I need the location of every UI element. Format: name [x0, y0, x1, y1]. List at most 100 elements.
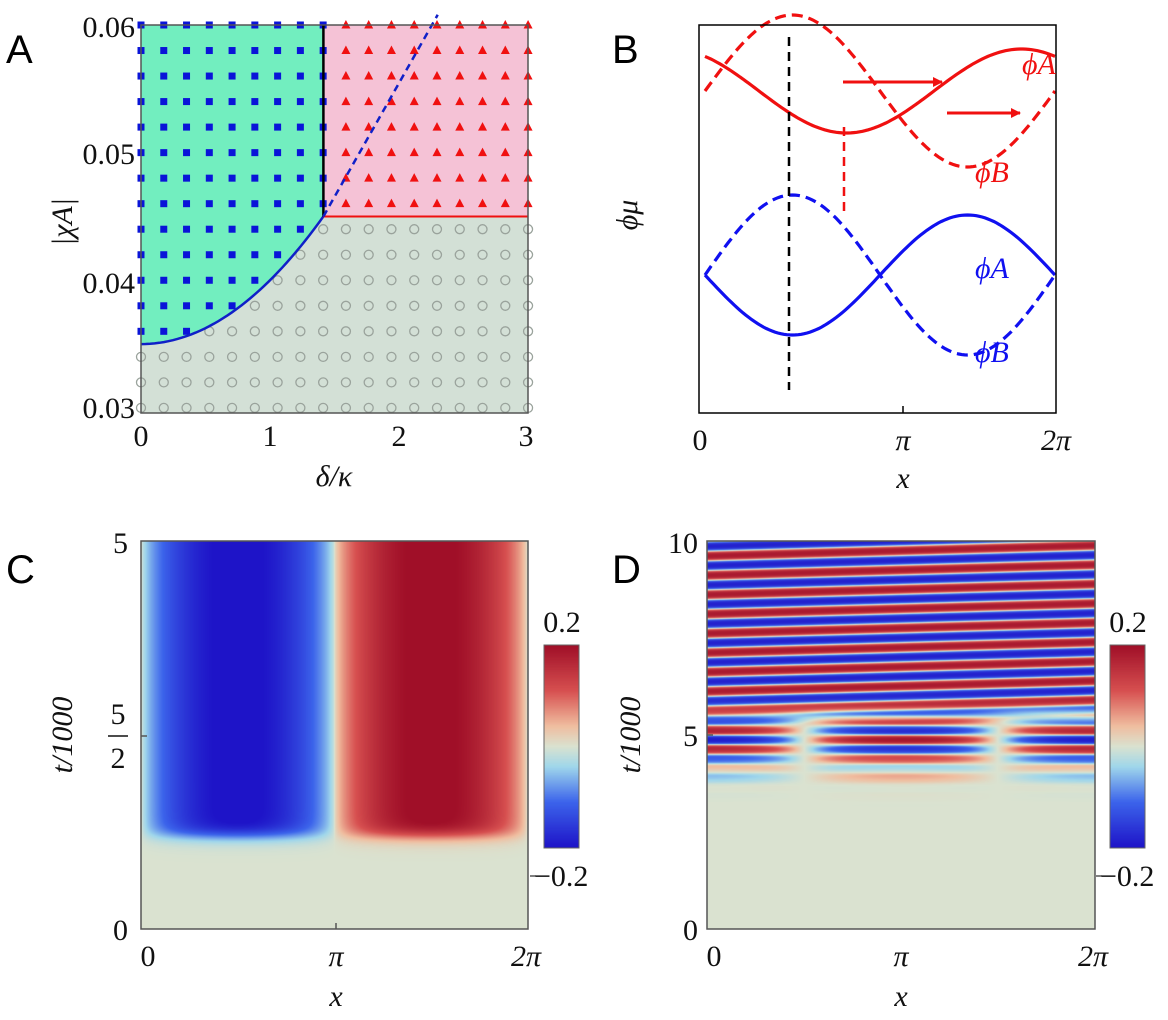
colorbar-d: [1110, 645, 1145, 848]
circle-marker: [249, 300, 260, 311]
circle-marker: [226, 351, 238, 362]
circle-marker: [272, 377, 283, 388]
circle-marker: [409, 326, 420, 337]
square-marker: [251, 98, 259, 106]
square-marker: [296, 200, 304, 208]
xtick-b-2pi: 2π: [1041, 424, 1072, 457]
phase-regions: [141, 25, 528, 413]
triangle-marker: [386, 198, 396, 208]
square-marker: [205, 149, 213, 157]
circle-marker: [295, 377, 306, 388]
series-label-blue-phi-a: ϕA: [975, 252, 1010, 285]
triangle-marker: [364, 96, 374, 106]
square-marker: [296, 72, 304, 80]
circle-marker: [340, 300, 352, 311]
panel-label-c: C: [6, 548, 35, 592]
circle-marker: [386, 326, 397, 337]
xtick-a-2: 2: [392, 420, 407, 453]
blue-boundary-curve: [140, 215, 325, 346]
circle-marker: [295, 326, 306, 337]
circle-marker: [363, 326, 374, 337]
circle-marker: [409, 300, 420, 311]
triangle-marker: [409, 173, 419, 182]
circle-marker: [477, 326, 488, 337]
xtick-c-2pi: 2π: [511, 940, 542, 973]
triangle-marker: [478, 198, 488, 208]
circle-marker: [431, 326, 443, 337]
square-marker: [228, 225, 236, 233]
circle-marker: [500, 300, 511, 311]
ylabel-d: t/1000: [614, 697, 647, 774]
circle-marker: [158, 377, 169, 388]
circle-marker: [409, 249, 420, 260]
square-marker: [160, 327, 168, 335]
square-marker: [228, 149, 236, 157]
circle-marker: [386, 351, 397, 362]
xlabel-d: x: [893, 980, 908, 1013]
ytick-d-10: 10: [668, 527, 698, 560]
circle-marker: [500, 224, 511, 235]
square-marker: [183, 276, 191, 284]
circle-marker: [317, 351, 329, 362]
circle-marker: [431, 300, 443, 311]
square-marker: [205, 174, 213, 182]
xtick-a-3: 3: [519, 420, 534, 453]
circle-marker: [340, 224, 352, 235]
triangle-marker: [432, 96, 442, 106]
circle-marker: [181, 377, 192, 388]
square-marker: [160, 302, 168, 310]
colorbar-c: [544, 645, 579, 848]
ytick-d-0: 0: [683, 914, 698, 947]
square-marker: [228, 123, 236, 131]
series-label-blue-phi-b: ϕB: [975, 336, 1009, 369]
ytick-a-0.03: 0.03: [83, 392, 136, 425]
triangle-marker: [500, 96, 510, 106]
circle-marker: [477, 275, 488, 286]
circle-marker: [272, 351, 283, 362]
triangle-marker: [500, 71, 510, 80]
series-label-red-phi-b: ϕB: [975, 156, 1009, 189]
square-marker: [183, 225, 191, 233]
square-marker: [296, 123, 304, 131]
triangle-marker: [455, 198, 465, 208]
circle-marker: [295, 351, 306, 362]
series-line-red-phi-a: [704, 47, 1056, 135]
square-marker: [183, 174, 191, 182]
circle-marker: [409, 351, 420, 362]
square-marker: [183, 123, 191, 131]
square-marker: [160, 276, 168, 284]
triangle-marker: [364, 198, 374, 208]
triangle-marker: [386, 96, 396, 106]
square-marker: [251, 72, 259, 80]
square-marker: [296, 149, 304, 157]
square-marker: [274, 251, 282, 259]
ylabel-c: t/1000: [46, 697, 79, 774]
circle-marker: [477, 224, 488, 235]
circle-marker: [363, 275, 374, 286]
colorbar-c-max: 0.2: [543, 606, 581, 639]
triangle-marker: [455, 122, 465, 131]
triangle-marker: [386, 45, 396, 55]
xtick-a-1: 1: [263, 420, 278, 453]
circle-marker: [363, 300, 374, 311]
triangle-marker: [455, 147, 465, 157]
circle-marker: [272, 326, 283, 337]
xlabel-c: x: [328, 980, 343, 1013]
square-marker: [296, 174, 304, 182]
square-marker: [160, 225, 168, 233]
triangle-marker: [500, 173, 510, 182]
panel-label-d: D: [612, 548, 641, 592]
circle-marker: [409, 224, 420, 235]
square-marker: [205, 251, 213, 259]
square-marker: [183, 149, 191, 157]
square-marker: [296, 98, 304, 106]
square-marker: [205, 72, 213, 80]
circle-marker: [477, 249, 488, 260]
xtick-d-2pi: 2π: [1078, 940, 1109, 973]
square-marker: [296, 225, 304, 233]
circle-marker: [454, 249, 465, 260]
triangle-marker: [386, 122, 396, 131]
triangle-marker: [432, 198, 442, 208]
triangle-marker: [341, 122, 351, 131]
